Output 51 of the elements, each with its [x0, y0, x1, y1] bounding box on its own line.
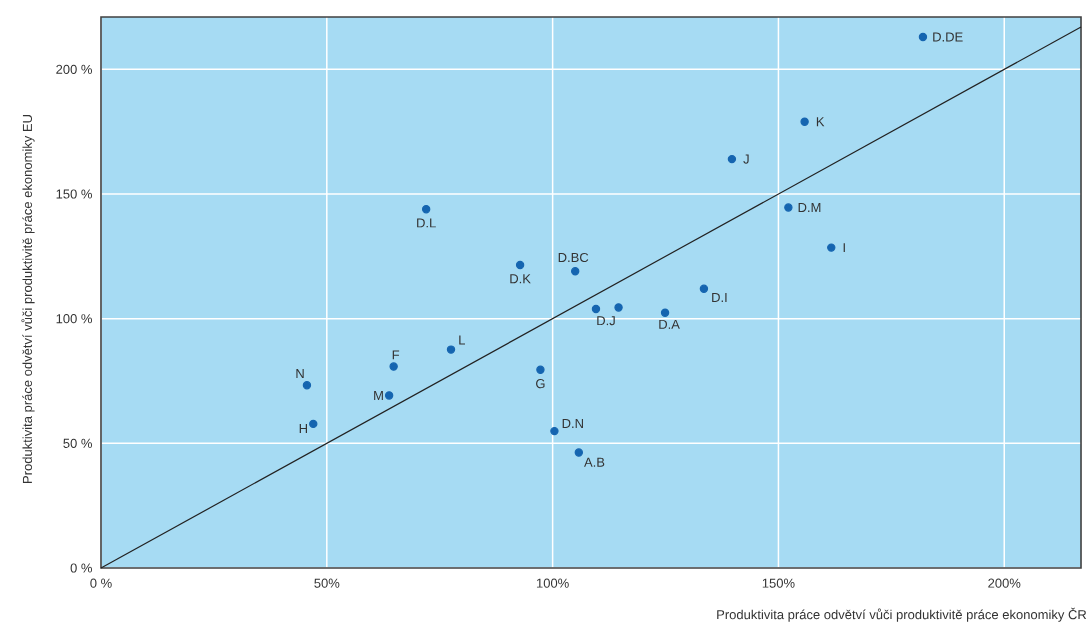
x-tick-label: 0 % [90, 578, 112, 588]
annotation: D.I [712, 292, 727, 302]
annotation: D.N [562, 418, 583, 428]
annotation: D.BC [558, 252, 589, 263]
annotation: M [374, 391, 383, 400]
x-tick-label: 100% [536, 578, 569, 588]
annotation: H [299, 424, 307, 434]
annotation: D.DE [933, 32, 963, 42]
annotation: N [296, 369, 304, 379]
x-axis-title: Produktivita práce odvětví vůči produktivitě práce ekonomiky ČR [717, 607, 1087, 622]
annotation: G [536, 378, 545, 389]
point [727, 154, 737, 164]
y-axis-title: Produktivita práce odvětví vůči produktivitě práce ekonomiky EU [21, 115, 35, 483]
annotation: F [392, 350, 400, 360]
annotation: I [843, 243, 845, 253]
point [918, 32, 928, 42]
annotation: J [743, 154, 749, 164]
annotation: A.B [584, 457, 605, 467]
point [515, 260, 525, 270]
annotation: D.J [597, 316, 615, 326]
point [389, 362, 398, 371]
annotation: D.K [510, 274, 531, 284]
point [421, 205, 431, 214]
point [591, 304, 601, 314]
point [660, 308, 670, 317]
y-tick-label: 0 % [70, 563, 92, 573]
point [800, 117, 809, 126]
point [550, 426, 559, 436]
annotation: K [816, 117, 825, 127]
annotation: D.A [659, 319, 680, 329]
point [827, 243, 836, 252]
point [784, 203, 793, 212]
point [384, 391, 394, 400]
x-tick-label: 200% [988, 578, 1021, 588]
point [571, 267, 580, 276]
y-tick-label: 50 % [63, 438, 92, 448]
annotation: D.L [417, 218, 436, 228]
annotation: L [459, 335, 465, 345]
x-tick-label: 50% [314, 578, 340, 588]
x-tick-label: 150% [762, 578, 795, 588]
point [574, 448, 584, 457]
y-tick-label: 100 % [56, 314, 92, 324]
point [614, 303, 623, 312]
point [302, 381, 312, 390]
y-tick-label: 200 % [56, 64, 92, 74]
y-tick-label: 150 % [56, 189, 92, 199]
point [446, 345, 456, 354]
point [536, 365, 545, 374]
point [309, 419, 318, 429]
point [699, 284, 709, 293]
annotation: D.M [798, 203, 821, 212]
